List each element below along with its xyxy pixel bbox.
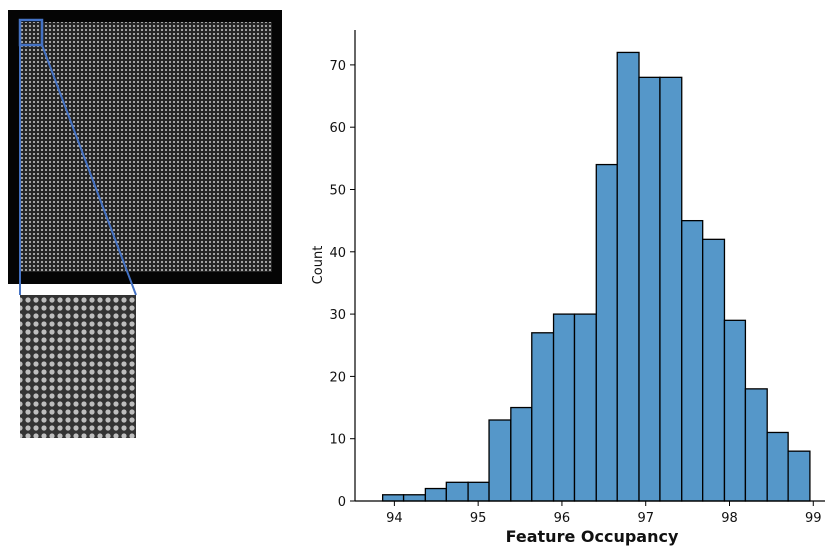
bar [702, 238, 726, 502]
y-axis-label: Count [311, 246, 326, 285]
bar [723, 319, 747, 502]
histogram: Count Feature Occupancy [311, 246, 679, 546]
bar [681, 219, 704, 502]
y-tick-label: 70 [329, 59, 346, 74]
zoom-line [41, 44, 137, 296]
bar [787, 450, 811, 502]
y-tick-label: 40 [329, 246, 346, 261]
bar [659, 76, 683, 502]
bar [467, 481, 490, 502]
x-tick-label: 95 [470, 511, 487, 526]
bar [445, 481, 469, 502]
bar [595, 163, 618, 502]
bar [638, 76, 661, 502]
zoom-box [18, 18, 44, 47]
y-tick-label: 10 [329, 433, 346, 448]
bar [616, 51, 640, 502]
x-tick-label: 98 [721, 511, 738, 526]
bar [402, 494, 427, 502]
bar [552, 313, 576, 502]
y-tick-label: 30 [329, 308, 346, 323]
y-tick-label: 50 [329, 183, 346, 198]
x-tick-label: 94 [386, 511, 403, 526]
bar [744, 388, 768, 502]
y-tick-label: 60 [329, 121, 346, 136]
microscopy-image [8, 10, 282, 438]
bar [573, 313, 597, 502]
y-tick-label: 20 [329, 370, 346, 385]
bar [381, 494, 405, 502]
y-tick-label: 0 [338, 495, 346, 510]
bar [766, 431, 789, 502]
bar [488, 419, 512, 502]
bar [424, 487, 447, 502]
image-array [20, 22, 272, 272]
x-axis-label: Feature Occupancy [506, 527, 679, 546]
x-tick-label: 96 [554, 511, 571, 526]
bar [510, 406, 533, 502]
bar [531, 332, 555, 502]
x-tick-label: 99 [805, 511, 822, 526]
x-tick-label: 97 [637, 511, 654, 526]
zoom-inset [20, 295, 136, 438]
